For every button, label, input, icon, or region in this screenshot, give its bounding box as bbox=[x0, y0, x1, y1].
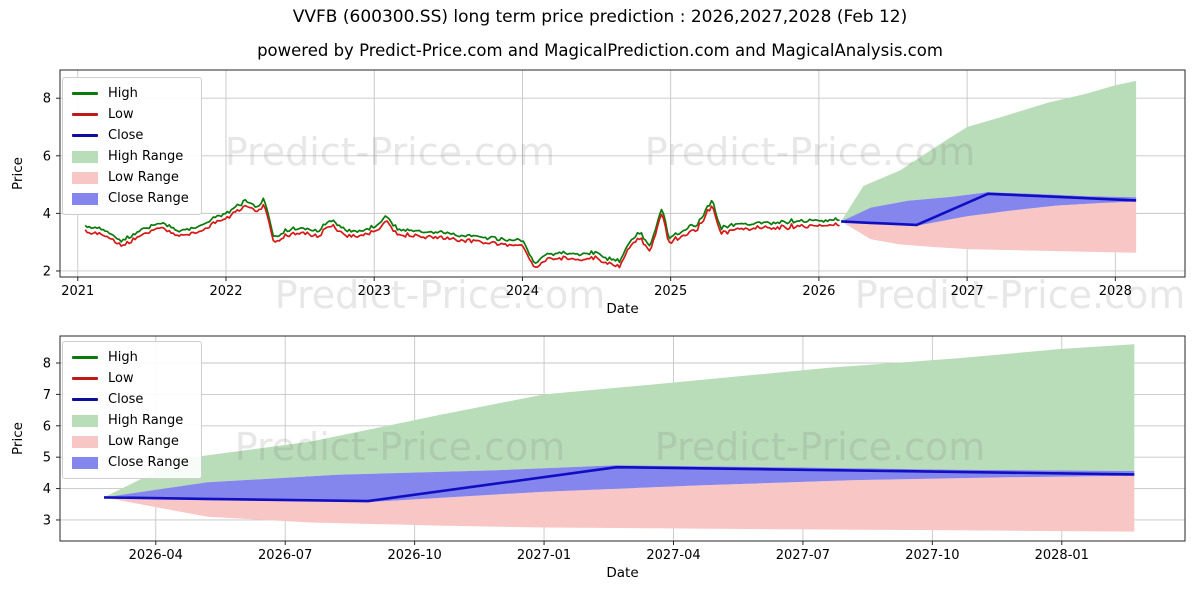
axes-spines bbox=[59, 335, 1186, 542]
x-tick-label: 2027-10 bbox=[905, 548, 959, 563]
close-range-band bbox=[841, 192, 1137, 226]
y-tick-label: 7 bbox=[43, 388, 51, 403]
high-line bbox=[84, 197, 840, 264]
legend-patch-swatch bbox=[72, 435, 98, 448]
legend-item-high: High bbox=[72, 83, 189, 104]
legend-label: High Range bbox=[108, 149, 184, 164]
legend-patch-swatch bbox=[72, 150, 98, 163]
chart-title: VVFB (600300.SS) long term price predict… bbox=[292, 7, 908, 27]
chart-subtitle: powered by Predict-Price.com and Magical… bbox=[257, 41, 943, 60]
x-tick-label: 2023 bbox=[358, 284, 391, 299]
legend-label: Low Range bbox=[108, 170, 179, 185]
y-tick-label: 4 bbox=[43, 482, 51, 497]
watermark-text: Predict-Price.com bbox=[275, 273, 606, 317]
legend-item-close-range: Close Range bbox=[72, 188, 189, 209]
legend-label: Close Range bbox=[108, 455, 189, 470]
legend-line-swatch bbox=[72, 134, 98, 137]
legend-label: High bbox=[108, 86, 138, 101]
y-tick-label: 2 bbox=[43, 264, 51, 279]
x-tick-label: 2024 bbox=[506, 284, 539, 299]
legend-item-high-range: High Range bbox=[72, 410, 189, 431]
y-tick-label: 5 bbox=[43, 451, 51, 466]
close-line bbox=[841, 192, 1137, 227]
legend-line-swatch bbox=[72, 113, 98, 116]
y-axis-label: Price bbox=[10, 422, 26, 455]
x-tick-label: 2026-10 bbox=[387, 548, 441, 563]
legend-patch-swatch bbox=[72, 456, 98, 469]
low-range-band bbox=[841, 201, 1137, 253]
x-tick-label: 2028-01 bbox=[1035, 548, 1089, 563]
x-tick-label: 2028 bbox=[1099, 284, 1132, 299]
low-line bbox=[84, 203, 840, 269]
watermark-text: Predict-Price.com bbox=[855, 273, 1186, 317]
legend-item-low: Low bbox=[72, 368, 189, 389]
legend-line-swatch bbox=[72, 398, 98, 401]
legend-item-close: Close bbox=[72, 389, 189, 410]
x-tick-label: 2027 bbox=[951, 284, 984, 299]
legend-line-swatch bbox=[72, 92, 98, 95]
legend-label: Close Range bbox=[108, 191, 189, 206]
legend-item-close-range: Close Range bbox=[72, 452, 189, 473]
y-tick-label: 6 bbox=[43, 149, 51, 164]
watermark-text: Predict-Price.com bbox=[645, 130, 976, 174]
x-tick-label: 2027-07 bbox=[776, 548, 830, 563]
y-axis-label: Price bbox=[10, 157, 26, 190]
x-tick-label: 2026-04 bbox=[129, 548, 183, 563]
x-tick-label: 2025 bbox=[654, 284, 687, 299]
x-tick-label: 2021 bbox=[61, 284, 94, 299]
y-tick-label: 4 bbox=[43, 207, 51, 222]
x-tick-label: 2027-04 bbox=[646, 548, 700, 563]
close-range-band bbox=[104, 465, 1135, 503]
legend-label: Close bbox=[108, 128, 144, 143]
y-tick-label: 8 bbox=[43, 92, 51, 107]
legend-label: Low Range bbox=[108, 434, 179, 449]
x-axis-label: Date bbox=[606, 565, 638, 581]
legend-item-high-range: High Range bbox=[72, 146, 189, 167]
legend-item-low-range: Low Range bbox=[72, 167, 189, 188]
legend-patch-swatch bbox=[72, 192, 98, 205]
x-tick-label: 2026-07 bbox=[258, 548, 312, 563]
legend-item-high: High bbox=[72, 347, 189, 368]
watermark-text: Predict-Price.com bbox=[235, 425, 566, 469]
legend-item-low: Low bbox=[72, 104, 189, 125]
legend-item-low-range: Low Range bbox=[72, 431, 189, 452]
x-axis-label: Date bbox=[606, 301, 638, 317]
watermark-text: Predict-Price.com bbox=[655, 425, 986, 469]
legend-label: Low bbox=[108, 371, 134, 386]
legend-item-close: Close bbox=[72, 125, 189, 146]
legend-patch-swatch bbox=[72, 414, 98, 427]
legend-label: Close bbox=[108, 392, 144, 407]
legend-label: Low bbox=[108, 107, 134, 122]
x-tick-label: 2022 bbox=[209, 284, 242, 299]
legend-line-swatch bbox=[72, 377, 98, 380]
legend-top-chart: High Low Close High Range Low Range Close Ran… bbox=[62, 77, 202, 215]
legend-label: High bbox=[108, 350, 138, 365]
x-tick-label: 2027-01 bbox=[517, 548, 571, 563]
y-tick-label: 3 bbox=[43, 513, 51, 528]
high-range-band bbox=[104, 344, 1135, 498]
watermark-text: Predict-Price.com bbox=[225, 130, 556, 174]
legend-label: High Range bbox=[108, 413, 184, 428]
y-tick-label: 6 bbox=[43, 419, 51, 434]
low-range-band bbox=[104, 475, 1135, 532]
axes-spines bbox=[59, 69, 1186, 278]
close-line bbox=[103, 465, 1135, 503]
legend-line-swatch bbox=[72, 356, 98, 359]
high-range-band bbox=[841, 80, 1137, 222]
legend-bottom-chart: High Low Close High Range Low Range Close Ran… bbox=[62, 341, 202, 479]
x-tick-label: 2026 bbox=[802, 284, 835, 299]
y-tick-label: 8 bbox=[43, 356, 51, 371]
legend-patch-swatch bbox=[72, 171, 98, 184]
